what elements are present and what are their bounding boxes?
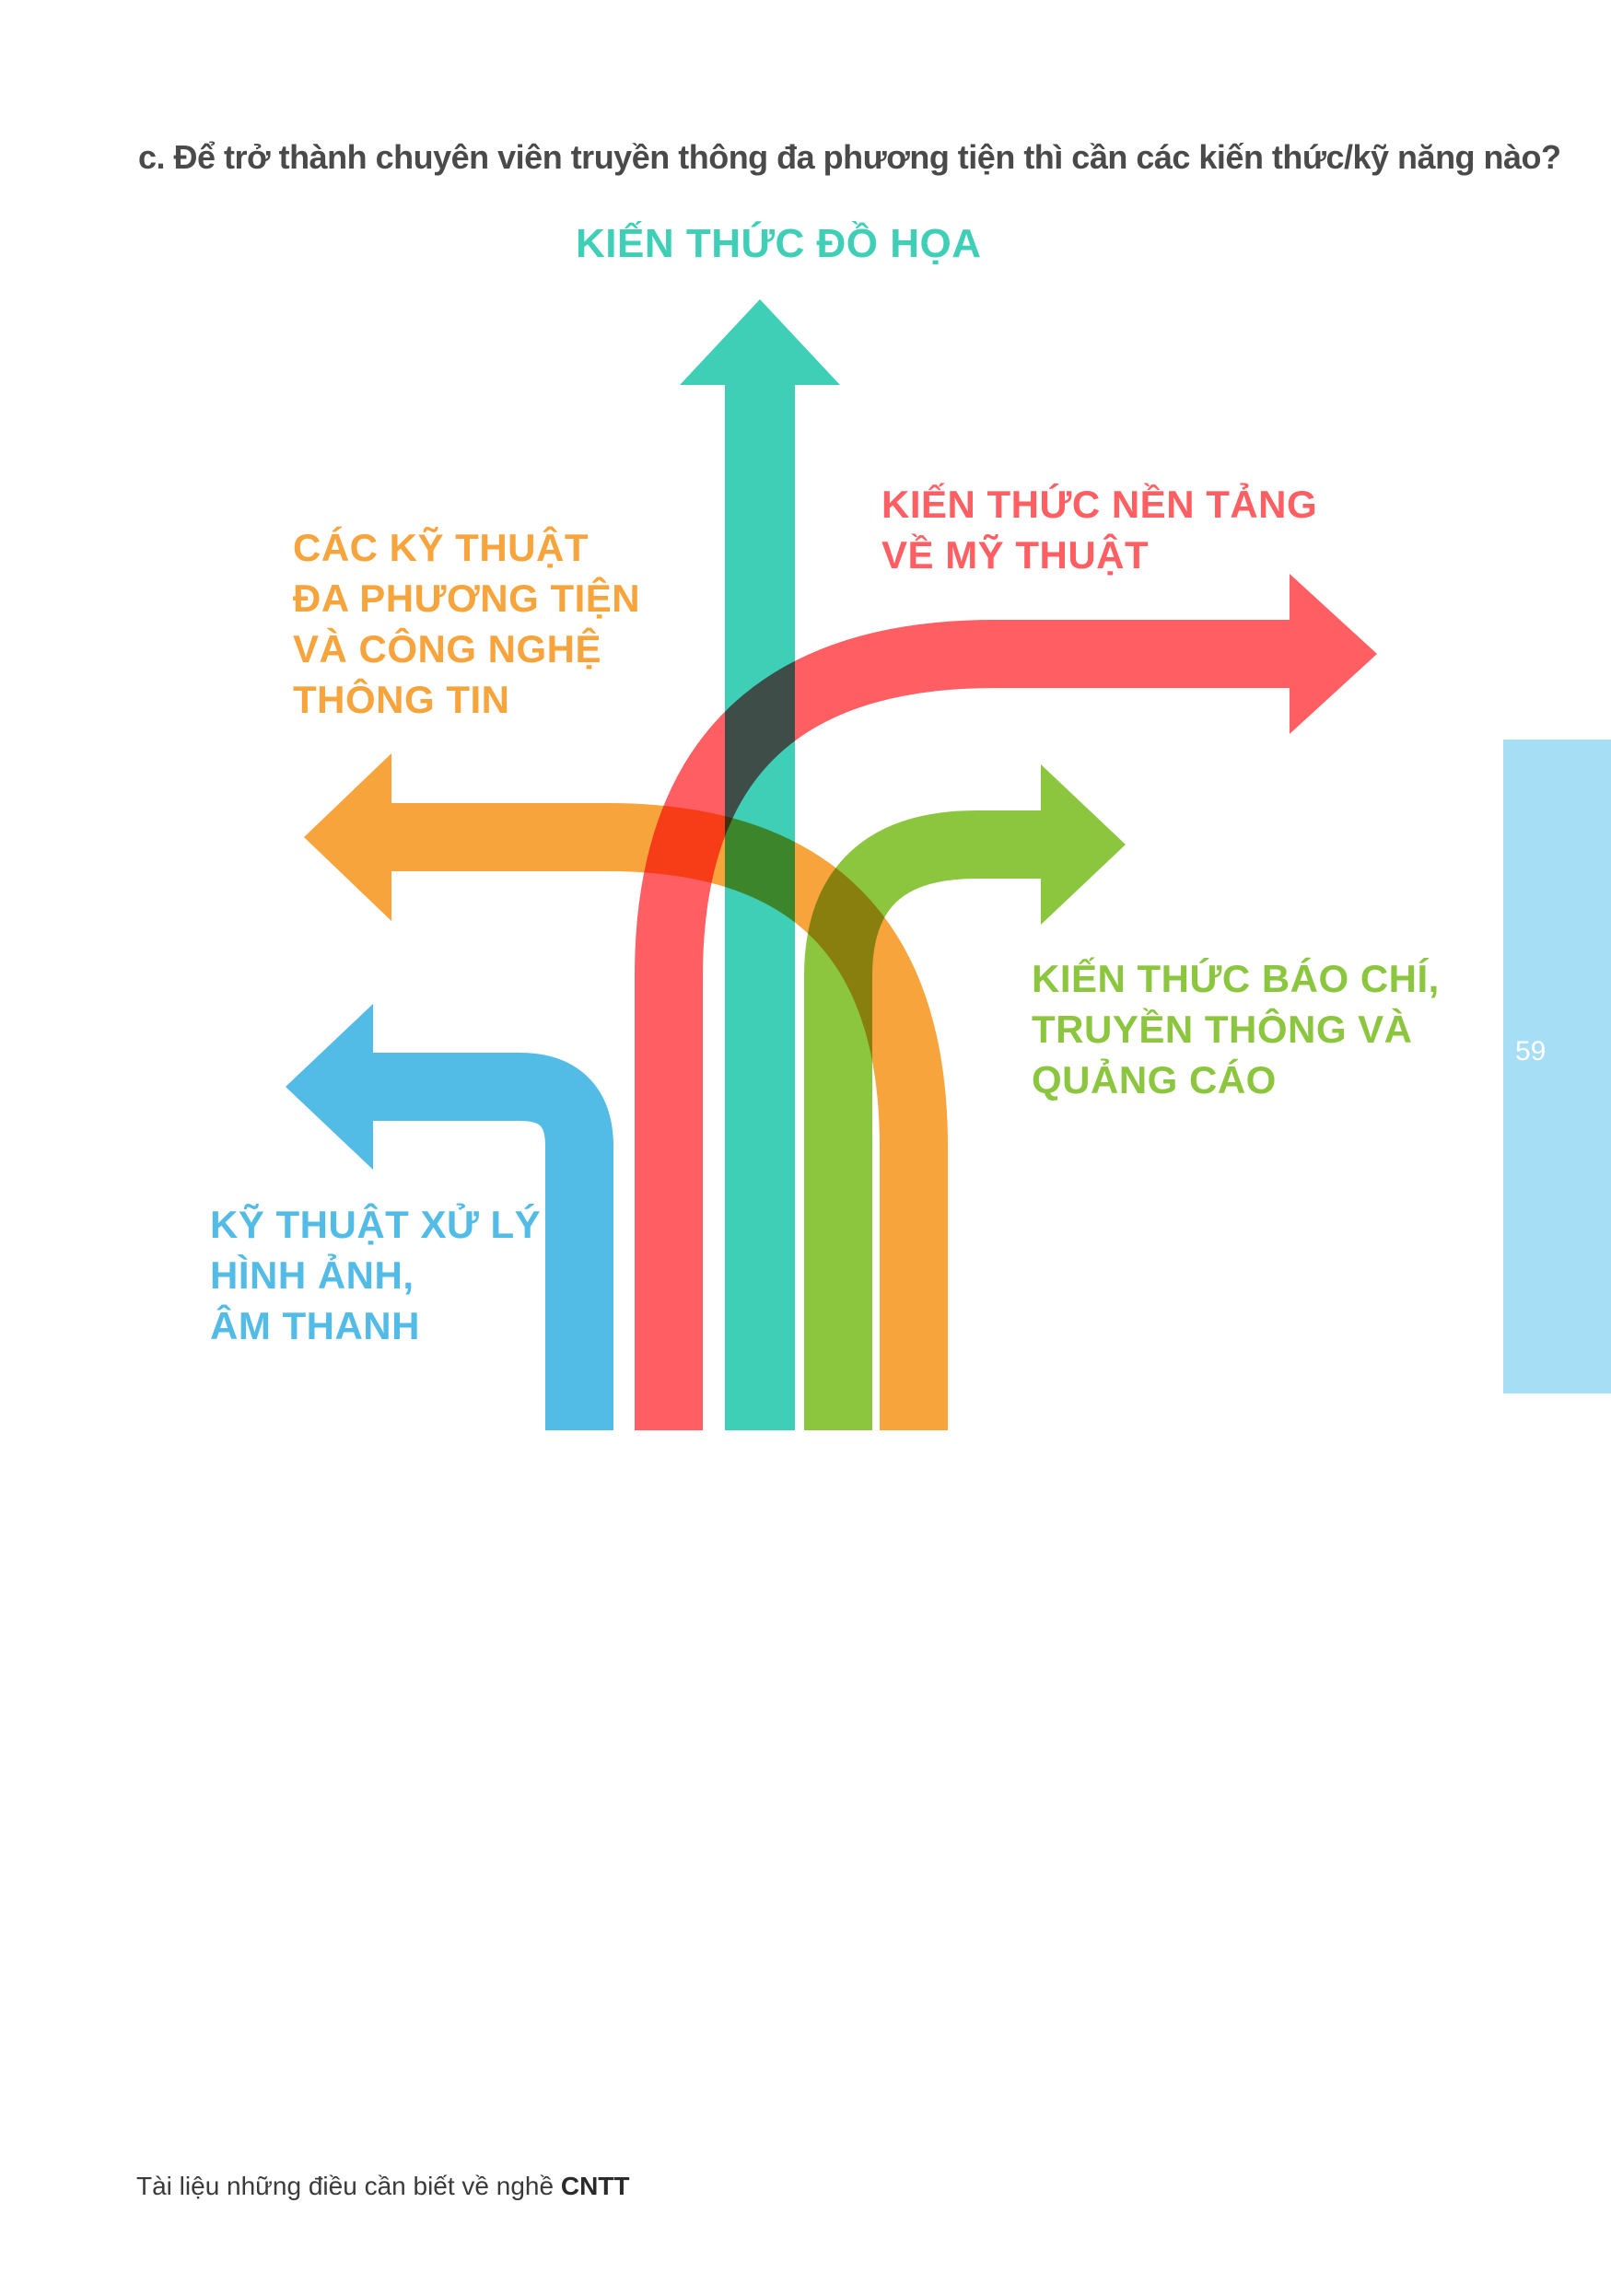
- footer-bold-text: CNTT: [560, 2172, 630, 2200]
- green-arrow: [804, 764, 1126, 1430]
- label-arts: KIẾN THỨC NỀN TẢNG VỀ MỸ THUẬT: [881, 479, 1317, 580]
- label-line: ĐA PHƯƠNG TIỆN: [293, 577, 641, 620]
- label-line: QUẢNG CÁO: [1032, 1058, 1277, 1101]
- label-line: CÁC KỸ THUẬT: [293, 526, 589, 569]
- page-side-tab: [1503, 740, 1611, 1393]
- question-heading: c. Để trở thành chuyên viên truyền thông…: [138, 138, 1561, 176]
- blue-arrow: [286, 1004, 613, 1430]
- label-line: THÔNG TIN: [293, 678, 510, 721]
- label-graphics: KIẾN THỨC ĐỒ HỌA: [576, 218, 982, 269]
- label-line: KIẾN THỨC BÁO CHÍ,: [1032, 957, 1440, 1000]
- label-line: VÀ CÔNG NGHỆ: [293, 627, 602, 670]
- label-line: TRUYỀN THÔNG VÀ: [1032, 1008, 1413, 1051]
- label-image-sound: KỸ THUẬT XỬ LÝ HÌNH ẢNH, ÂM THANH: [210, 1199, 541, 1351]
- footer: Tài liệu những điều cần biết về nghề CNT…: [136, 2172, 630, 2201]
- label-multimedia: CÁC KỸ THUẬT ĐA PHƯƠNG TIỆN VÀ CÔNG NGHỆ…: [293, 522, 640, 725]
- teal-arrow: [680, 299, 840, 1430]
- label-line: KIẾN THỨC ĐỒ HỌA: [576, 221, 982, 266]
- label-line: KỸ THUẬT XỬ LÝ: [210, 1203, 542, 1246]
- label-journalism: KIẾN THỨC BÁO CHÍ, TRUYỀN THÔNG VÀ QUẢNG…: [1032, 953, 1440, 1105]
- label-line: HÌNH ẢNH,: [210, 1253, 414, 1297]
- label-line: VỀ MỸ THUẬT: [881, 533, 1150, 577]
- label-line: KIẾN THỨC NỀN TẢNG: [881, 483, 1318, 526]
- footer-text: Tài liệu những điều cần biết về nghề: [136, 2172, 561, 2200]
- label-line: ÂM THANH: [210, 1304, 420, 1347]
- career-arrows-diagram: [286, 299, 1377, 1430]
- page-number: 59: [1515, 1036, 1547, 1066]
